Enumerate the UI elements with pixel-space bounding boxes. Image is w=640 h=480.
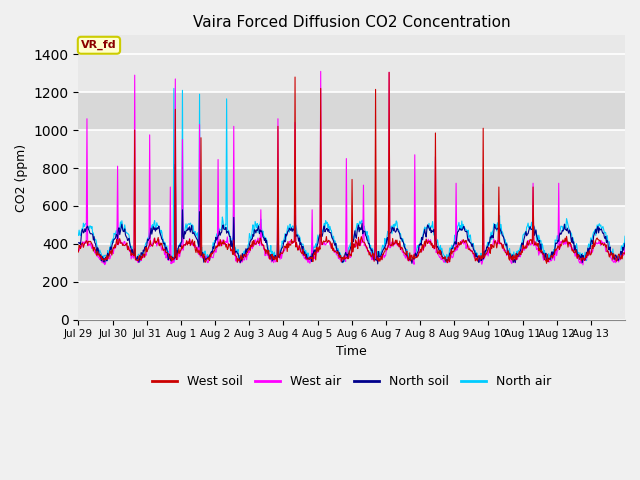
Bar: [79, 168, 625, 206]
Bar: [79, 206, 625, 244]
West soil: [266, 256, 274, 262]
North soil: [374, 261, 381, 267]
North soil: [440, 255, 448, 261]
West soil: [287, 242, 294, 248]
West air: [239, 257, 247, 263]
North air: [139, 250, 147, 255]
West air: [317, 69, 324, 74]
Bar: [79, 92, 625, 130]
Title: Vaira Forced Diffusion CO2 Concentration: Vaira Forced Diffusion CO2 Concentration: [193, 15, 511, 30]
North soil: [621, 240, 629, 246]
North air: [440, 252, 448, 258]
Bar: [79, 282, 625, 320]
Y-axis label: CO2 (ppm): CO2 (ppm): [15, 144, 28, 212]
West air: [139, 255, 147, 261]
West air: [75, 248, 83, 253]
North soil: [287, 225, 295, 231]
Bar: [79, 244, 625, 282]
North air: [339, 260, 347, 265]
Line: North air: North air: [79, 88, 625, 263]
Line: West air: West air: [79, 72, 625, 265]
West soil: [75, 249, 83, 255]
North soil: [240, 253, 248, 259]
Line: North soil: North soil: [79, 164, 625, 264]
North air: [287, 226, 295, 231]
North soil: [139, 252, 147, 258]
North air: [240, 249, 248, 255]
North air: [267, 243, 275, 249]
West soil: [621, 252, 629, 257]
North air: [410, 255, 417, 261]
West soil: [440, 255, 447, 261]
North air: [621, 233, 629, 239]
West soil: [543, 260, 550, 266]
Bar: [79, 130, 625, 168]
North air: [170, 85, 178, 91]
North soil: [75, 240, 83, 246]
West air: [579, 262, 587, 268]
Text: VR_fd: VR_fd: [81, 40, 116, 50]
Legend: West soil, West air, North soil, North air: West soil, West air, North soil, North a…: [147, 370, 557, 393]
North soil: [410, 255, 417, 261]
North air: [75, 232, 83, 238]
West air: [621, 245, 629, 251]
West soil: [385, 70, 393, 75]
West soil: [239, 254, 247, 260]
West soil: [139, 255, 147, 261]
West soil: [409, 257, 417, 263]
West air: [409, 259, 417, 265]
West air: [440, 258, 447, 264]
West air: [266, 254, 274, 260]
West air: [287, 238, 294, 243]
North soil: [172, 161, 179, 167]
X-axis label: Time: Time: [337, 345, 367, 358]
North soil: [267, 252, 275, 257]
Bar: [79, 54, 625, 92]
Line: West soil: West soil: [79, 72, 625, 263]
